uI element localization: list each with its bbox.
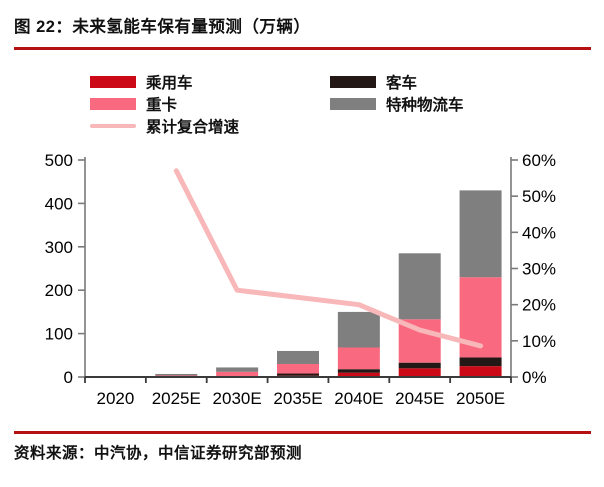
right-axis-tick-label: 60%: [522, 151, 556, 170]
right-axis-tick-label: 50%: [522, 187, 556, 206]
source-note: 资料来源：中汽协，中信证券研究部预测: [14, 445, 303, 462]
x-axis-category-label: 2025E: [152, 389, 201, 408]
bar-segment-重卡: [337, 347, 380, 370]
bar-segment-客车: [337, 369, 380, 373]
x-axis-category-label: 2020: [97, 389, 135, 408]
legend-color-swatch: [90, 98, 136, 110]
left-axis-tick-label: 500: [45, 151, 73, 170]
legend-item: 特种物流车: [330, 93, 464, 115]
source-divider-rule: [14, 431, 591, 434]
bar-segment-客车: [459, 357, 502, 367]
title-underline-rule: [14, 47, 591, 50]
legend-color-swatch: [330, 98, 376, 110]
bar-segment-特种物流车: [155, 373, 198, 376]
bar-segment-特种物流车: [216, 367, 259, 372]
right-axis-tick-label: 30%: [522, 260, 556, 279]
chart-legend: 乘用车重卡累计复合增速 客车特种物流车: [0, 71, 604, 139]
right-axis-tick-label: 10%: [522, 332, 556, 351]
figure-title: 图 22：未来氢能车保有量预测（万辆）: [14, 18, 311, 36]
bar-segment-特种物流车: [337, 311, 380, 348]
x-axis-category-label: 2030E: [213, 389, 262, 408]
legend-label: 累计复合增速: [146, 119, 240, 136]
legend-label: 特种物流车: [386, 97, 464, 114]
legend-column-left: 乘用车重卡累计复合增速: [90, 71, 239, 137]
legend-item: 重卡: [90, 93, 239, 115]
legend-color-swatch: [330, 76, 376, 88]
x-axis-category-label: 2045E: [395, 389, 444, 408]
bar-segment-客车: [398, 362, 441, 369]
x-axis-category-label: 2050E: [456, 389, 505, 408]
left-axis-tick-label: 100: [45, 325, 73, 344]
right-axis-tick-label: 0%: [522, 368, 547, 387]
legend-line-swatch: [90, 123, 136, 129]
bars-group: [94, 190, 502, 378]
left-axis-tick-label: 300: [45, 238, 73, 257]
legend-label: 重卡: [146, 97, 178, 114]
legend-item: 累计复合增速: [90, 115, 239, 137]
cagr-line: [173, 168, 484, 349]
bar-segment-重卡: [277, 363, 319, 374]
x-axis-category-label: 2035E: [273, 389, 322, 408]
bar-segment-特种物流车: [277, 350, 319, 364]
left-axis-tick-label: 0: [64, 368, 73, 387]
bar-segment-重卡: [216, 371, 259, 377]
bar-segment-乘用车: [459, 366, 502, 377]
bar-segment-特种物流车: [459, 190, 502, 278]
legend-column-right: 客车 特种物流车: [330, 71, 464, 115]
legend-label: 乘用车: [146, 75, 193, 92]
left-axis-tick-label: 400: [45, 194, 73, 213]
bar-segment-客车: [277, 373, 319, 376]
legend-color-swatch: [90, 76, 136, 88]
axes-group: 0 100 200 300 400 500 0% 10% 20% 30% 40% 50% 60% 2020…: [45, 151, 556, 408]
legend-item: 乘用车: [90, 71, 239, 93]
right-axis-tick-label: 20%: [522, 296, 556, 315]
right-axis-tick-label: 40%: [522, 223, 556, 242]
bar-segment-乘用车: [398, 368, 441, 377]
x-axis-category-label: 2040E: [334, 389, 383, 408]
legend-label: 客车: [386, 75, 418, 92]
bar-segment-乘用车: [337, 372, 380, 377]
forecast-combo-chart: 0 100 200 300 400 500 0% 10% 20% 30% 40% 50% 60% 2020…: [45, 151, 556, 408]
legend-item: 客车: [330, 71, 464, 93]
bar-segment-特种物流车: [398, 253, 441, 320]
left-axis-tick-label: 200: [45, 281, 73, 300]
